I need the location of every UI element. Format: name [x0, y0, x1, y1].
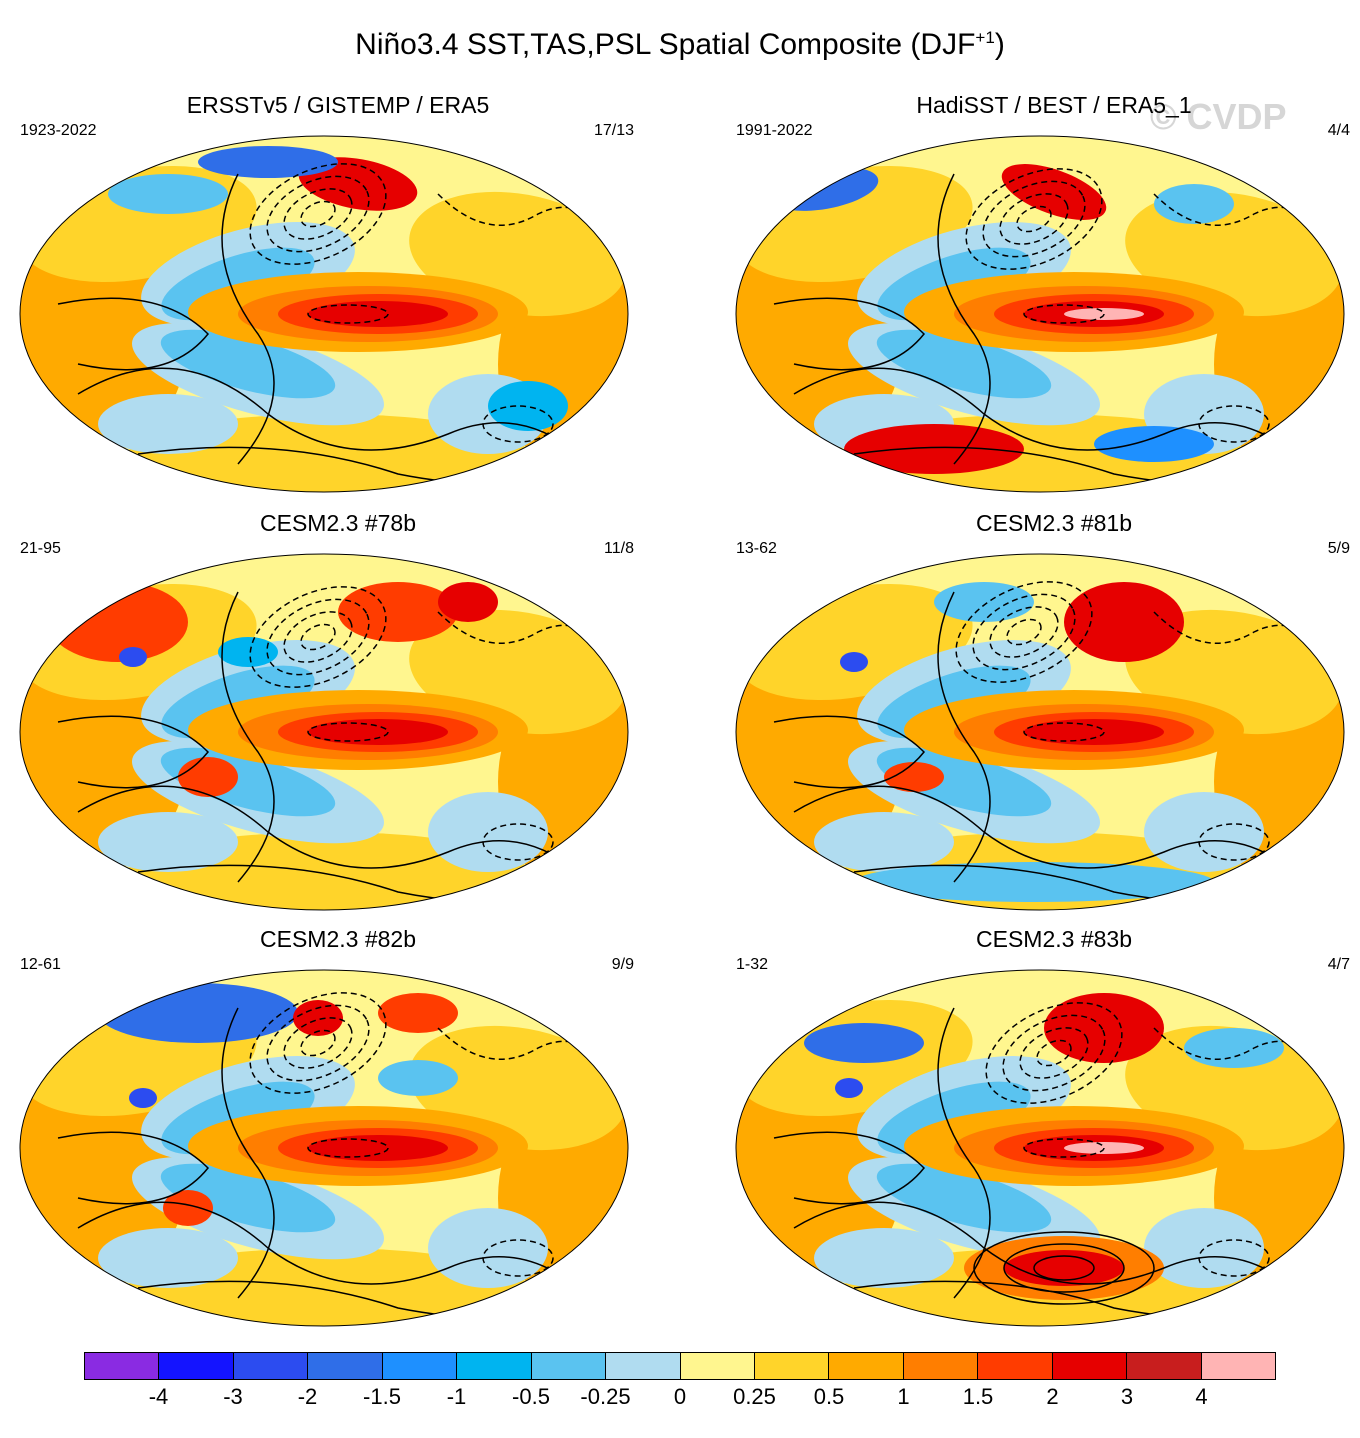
panel-count: 5/9 [1327, 540, 1350, 557]
colorbar-swatch [457, 1353, 532, 1379]
panel-years: 12-61 [20, 956, 61, 973]
colorbar-swatch [531, 1353, 607, 1379]
colorbar-tick-label: 0 [673, 1384, 687, 1409]
colorbar-tick-label: -3 [223, 1384, 243, 1409]
composite-map [19, 553, 629, 911]
panel-title: CESM2.3 #78b [260, 510, 416, 536]
colorbar-swatch [829, 1353, 904, 1379]
colorbar-tick-label: 4 [1195, 1384, 1208, 1409]
panel-title: HadiSST / BEST / ERA5_1 [916, 92, 1192, 118]
colorbar-tick-label: 3 [1120, 1384, 1134, 1409]
colorbar-swatch [903, 1353, 979, 1379]
colorbar-tick-label: -1 [446, 1384, 467, 1409]
map-panel: HadiSST / BEST / ERA5_1 1991-2022 4/4 [734, 92, 1360, 502]
map-panel: CESM2.3 #82b 12-61 9/9 [18, 926, 658, 1336]
composite-map [735, 553, 1345, 911]
composite-map [735, 969, 1345, 1327]
colorbar-labels: -4 -3 -2 -1.5 -1 -0.5 -0.25 0 0.25 0.5 1 1.5 2 3 4 [0, 1384, 1360, 1414]
colorbar [84, 1352, 1276, 1380]
colorbar-swatch [85, 1353, 160, 1379]
cvdp-watermark: © CVDP [1150, 96, 1287, 137]
colorbar-tick-label: 1.5 [962, 1384, 994, 1409]
colorbar-tick-label: 1 [897, 1384, 910, 1409]
colorbar-swatch [1201, 1353, 1275, 1379]
colorbar-swatch [1052, 1353, 1128, 1379]
panel-count: 4/7 [1327, 956, 1350, 973]
panel-years: 1923-2022 [20, 122, 97, 139]
composite-map [19, 969, 629, 1327]
map-panel: CESM2.3 #83b 1-32 4/7 [734, 926, 1360, 1336]
figure-title-superscript: +1 [975, 28, 995, 47]
colorbar-tick-label: -0.5 [512, 1384, 550, 1409]
colorbar-swatch [382, 1353, 458, 1379]
panel-count: 17/13 [593, 122, 634, 139]
composite-map [735, 135, 1345, 493]
panel-title: CESM2.3 #83b [976, 926, 1132, 952]
colorbar-swatch [680, 1353, 755, 1379]
colorbar-tick-label: -0.25 [580, 1384, 631, 1409]
figure-title-close: ) [994, 28, 1005, 61]
panel-years: 21-95 [20, 540, 61, 557]
panel-years: 1991-2022 [736, 122, 813, 139]
colorbar-swatch [1127, 1353, 1202, 1379]
map-panel: CESM2.3 #81b 13-62 5/9 [734, 510, 1360, 920]
panel-title: ERSSTv5 / GISTEMP / ERA5 [186, 92, 490, 118]
panel-count: 4/4 [1327, 122, 1350, 139]
colorbar-tick-label: -4 [148, 1384, 169, 1409]
composite-map [19, 135, 629, 493]
figure-title-text: Niño3.4 SST,TAS,PSL Spatial Composite (D… [355, 28, 976, 61]
colorbar-tick-label: 0.5 [813, 1384, 845, 1409]
colorbar-tick-label: -2 [297, 1384, 318, 1409]
colorbar-swatch [159, 1353, 234, 1379]
colorbar-swatch [978, 1353, 1053, 1379]
panel-count: 9/9 [611, 956, 634, 973]
colorbar-swatch [233, 1353, 309, 1379]
panel-title: CESM2.3 #82b [260, 926, 416, 952]
map-panel: ERSSTv5 / GISTEMP / ERA5 1923-2022 17/13 [18, 92, 658, 502]
panel-years: 1-32 [736, 956, 769, 973]
colorbar-tick-label: 2 [1046, 1384, 1059, 1409]
panel-years: 13-62 [736, 540, 777, 557]
panel-count: 11/8 [604, 540, 634, 557]
colorbar-swatch [606, 1353, 681, 1379]
colorbar-swatch [754, 1353, 830, 1379]
colorbar-swatch [308, 1353, 383, 1379]
panel-title: CESM2.3 #81b [976, 510, 1132, 536]
colorbar-tick-label: -1.5 [363, 1384, 401, 1409]
colorbar-tick-label: 0.25 [733, 1384, 776, 1409]
figure-title: Niño3.4 SST,TAS,PSL Spatial Composite (D… [0, 28, 1360, 62]
map-panel: CESM2.3 #78b 21-95 11/8 [18, 510, 658, 920]
